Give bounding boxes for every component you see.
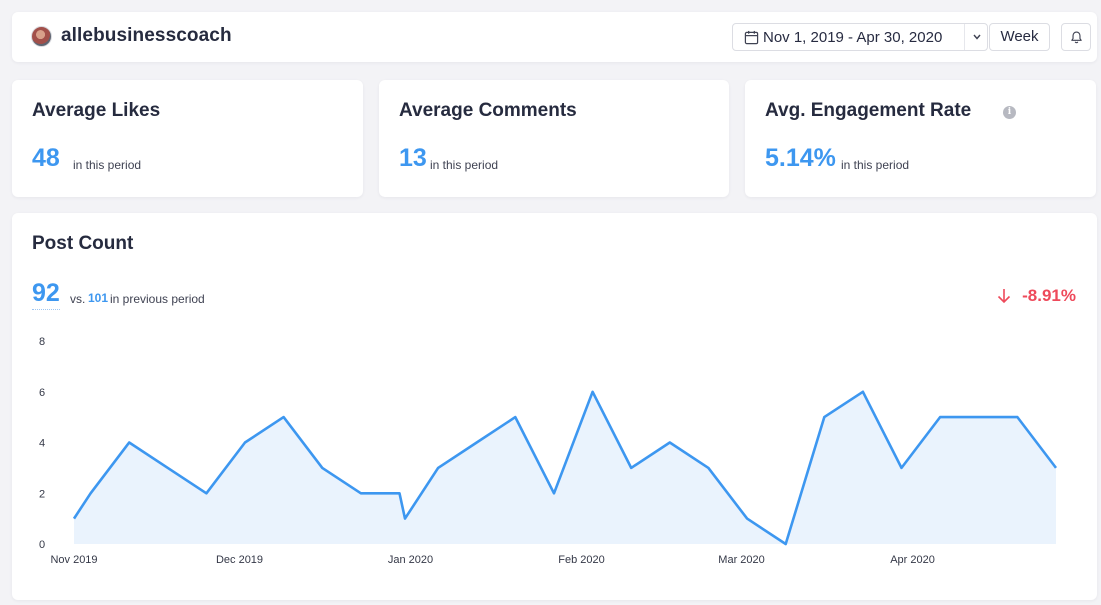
y-tick-label: 0 xyxy=(39,539,45,551)
x-tick-label: Nov 2019 xyxy=(50,554,97,566)
date-range-label: Nov 1, 2019 - Apr 30, 2020 xyxy=(763,29,943,46)
post-count-value[interactable]: 92 xyxy=(32,279,60,310)
date-range-picker[interactable]: Nov 1, 2019 - Apr 30, 2020 xyxy=(732,23,988,51)
series-line xyxy=(72,390,1058,546)
stat-note: in this period xyxy=(430,158,499,172)
previous-period-note: in previous period xyxy=(110,292,205,306)
x-tick-label: Mar 2020 xyxy=(718,554,764,566)
engagement-rate-card: Avg. Engagement Rate i 5.14% in this per… xyxy=(745,80,1096,197)
divider xyxy=(964,24,965,50)
average-likes-card: Average Likes 48 in this period xyxy=(12,80,363,197)
x-tick-label: Jan 2020 xyxy=(388,554,433,566)
stat-value: 48 xyxy=(32,144,60,172)
y-tick-label: 2 xyxy=(39,488,45,500)
stat-title: Avg. Engagement Rate xyxy=(765,100,972,121)
avatar[interactable] xyxy=(31,26,52,47)
stat-note: in this period xyxy=(73,158,142,172)
stat-value: 5.14% xyxy=(765,144,836,172)
header-bar: allebusinesscoach Nov 1, 2019 - Apr 30, … xyxy=(12,12,1097,62)
stat-title: Average Likes xyxy=(32,100,161,121)
post-count-title: Post Count xyxy=(32,233,134,254)
average-comments-card: Average Comments 13 in this period xyxy=(379,80,729,197)
x-tick-label: Apr 2020 xyxy=(890,554,935,566)
change-percent: -8.91% xyxy=(1022,286,1076,305)
vs-label: vs. xyxy=(70,292,86,306)
stat-note: in this period xyxy=(841,158,910,172)
y-tick-label: 8 xyxy=(39,336,45,348)
x-tick-label: Feb 2020 xyxy=(558,554,604,566)
calendar-icon xyxy=(744,30,759,45)
notifications-button[interactable] xyxy=(1061,23,1091,51)
y-tick-label: 4 xyxy=(39,438,45,450)
y-tick-label: 6 xyxy=(39,387,45,399)
info-icon[interactable]: i xyxy=(1003,106,1016,119)
x-tick-label: Dec 2019 xyxy=(216,554,263,566)
account-name[interactable]: allebusinesscoach xyxy=(61,25,232,46)
stat-title: Average Comments xyxy=(399,100,577,121)
stat-value: 13 xyxy=(399,144,427,172)
previous-period-value: 101 xyxy=(88,291,109,305)
chevron-down-icon[interactable] xyxy=(972,33,982,41)
bell-icon xyxy=(1071,31,1082,44)
post-count-card: 0 2 4 6 8 Nov 2019 Dec 2019 Jan 2020 Feb 2020 Mar… xyxy=(12,213,1097,600)
post-count-chart: 0 2 4 6 8 Nov 2019 Dec 2019 Jan 2020 Feb 2020 Mar… xyxy=(39,336,1058,566)
interval-select[interactable]: Week xyxy=(989,23,1050,51)
arrow-down-icon xyxy=(997,289,1011,304)
